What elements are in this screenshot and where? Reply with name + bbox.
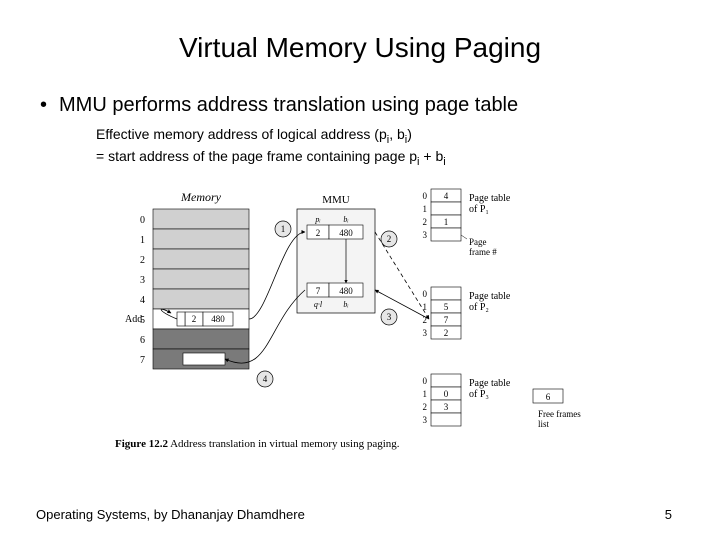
svg-text:1: 1: [423, 389, 428, 399]
bullet-marker: •: [40, 94, 47, 117]
svg-text:480: 480: [211, 314, 225, 324]
svg-text:list: list: [538, 419, 550, 429]
svg-text:0: 0: [140, 215, 145, 226]
svg-text:Page table: Page table: [469, 291, 511, 302]
svg-text:6: 6: [546, 392, 551, 402]
caption-bold: Figure 12.2: [115, 438, 168, 450]
svg-text:Page table: Page table: [469, 378, 511, 389]
svg-text:2: 2: [316, 228, 321, 238]
slide-title: Virtual Memory Using Paging: [36, 32, 684, 64]
svg-text:3: 3: [423, 230, 428, 240]
subtext-l2b: + b: [420, 148, 444, 164]
svg-text:1: 1: [423, 302, 428, 312]
svg-text:1: 1: [423, 204, 428, 214]
svg-text:2: 2: [387, 234, 392, 244]
svg-text:of P₂: of P₂: [469, 302, 489, 313]
svg-text:2: 2: [140, 255, 145, 266]
svg-text:480: 480: [339, 228, 353, 238]
svg-text:3: 3: [387, 312, 392, 322]
svg-text:480: 480: [339, 286, 353, 296]
svg-text:4: 4: [140, 295, 145, 306]
diagram-container: Memory 0 1 2 3 4 5 6 7 Add 2 480 MMU 2 480 pᵢ bᵢ 7 480 q·l b…: [115, 179, 605, 450]
svg-text:4: 4: [444, 191, 449, 201]
svg-text:Add: Add: [125, 314, 142, 325]
subtext-l1b: , b: [389, 126, 405, 142]
svg-text:3: 3: [423, 328, 428, 338]
subtext-l2a: = start address of the page frame contai…: [96, 148, 417, 164]
svg-text:0: 0: [423, 376, 428, 386]
svg-text:2: 2: [423, 217, 428, 227]
page-number: 5: [665, 507, 672, 522]
svg-text:pᵢ: pᵢ: [314, 215, 320, 224]
svg-text:3: 3: [444, 402, 449, 412]
svg-text:0: 0: [423, 289, 428, 299]
caption-rest: Address translation in virtual memory us…: [168, 438, 400, 450]
svg-text:bᵢ: bᵢ: [343, 300, 348, 309]
svg-text:7: 7: [444, 315, 449, 325]
svg-text:1: 1: [281, 224, 286, 234]
svg-text:bᵢ: bᵢ: [343, 215, 348, 224]
svg-text:7: 7: [316, 286, 321, 296]
svg-text:2: 2: [423, 402, 428, 412]
svg-text:0: 0: [444, 389, 449, 399]
svg-text:Free frames: Free frames: [538, 409, 581, 419]
svg-text:q·l: q·l: [314, 300, 323, 309]
svg-text:5: 5: [444, 302, 449, 312]
svg-text:3: 3: [423, 415, 428, 425]
svg-text:3: 3: [140, 275, 145, 286]
svg-text:1: 1: [140, 235, 145, 246]
svg-text:7: 7: [140, 355, 145, 366]
subtext-l1c: ): [407, 126, 412, 142]
subtext-sub4: i: [443, 156, 445, 168]
svg-text:6: 6: [140, 335, 145, 346]
subtext: Effective memory address of logical addr…: [96, 125, 684, 169]
subtext-l1a: Effective memory address of logical addr…: [96, 126, 387, 142]
svg-text:of P₁: of P₁: [469, 204, 489, 215]
svg-text:2: 2: [192, 314, 197, 324]
paging-diagram: Memory 0 1 2 3 4 5 6 7 Add 2 480 MMU 2 480 pᵢ bᵢ 7 480 q·l b…: [115, 179, 605, 429]
bullet-row: • MMU performs address translation using…: [36, 94, 684, 117]
svg-text:4: 4: [263, 374, 268, 384]
bullet-text: MMU performs address translation using p…: [59, 94, 518, 117]
svg-text:Memory: Memory: [180, 190, 222, 204]
footer-attribution: Operating Systems, by Dhananjay Dhamdher…: [36, 507, 305, 522]
figure-caption: Figure 12.2 Address translation in virtu…: [115, 438, 605, 450]
svg-text:2: 2: [444, 328, 449, 338]
svg-text:0: 0: [423, 191, 428, 201]
svg-text:of P₃: of P₃: [469, 389, 489, 400]
svg-text:MMU: MMU: [322, 194, 350, 206]
svg-text:frame #: frame #: [469, 247, 497, 257]
svg-text:1: 1: [444, 217, 449, 227]
svg-text:Page: Page: [469, 237, 487, 247]
svg-text:Page table: Page table: [469, 193, 511, 204]
